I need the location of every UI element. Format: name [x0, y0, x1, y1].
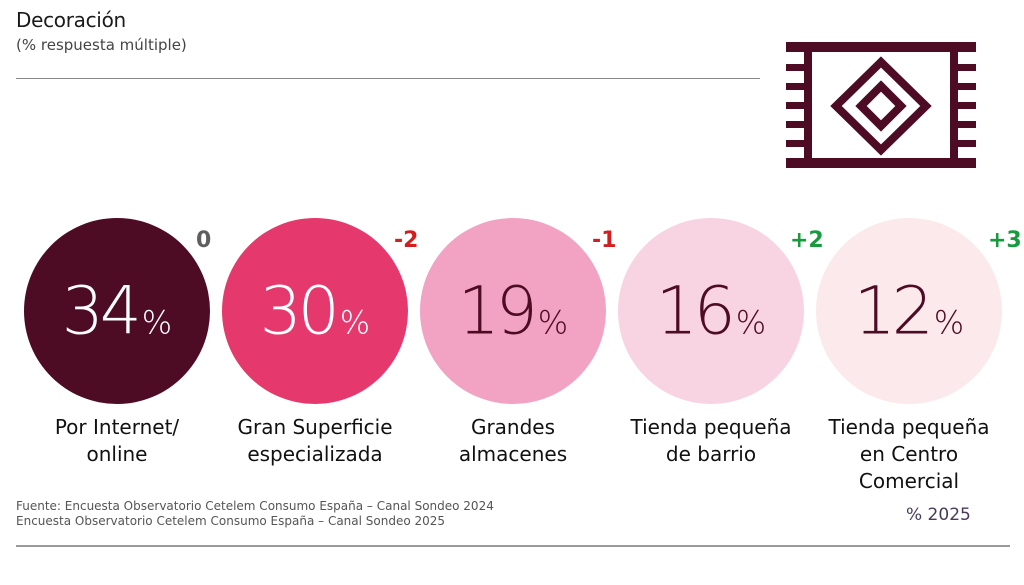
- percent-sign: %: [537, 303, 569, 342]
- category-label-line: Por Internet/: [54, 415, 180, 439]
- rug-icon: [786, 42, 976, 168]
- value-number: 12: [853, 272, 934, 350]
- category-label-line: Tienda pequeña: [630, 415, 792, 439]
- bubble-value: 16%: [618, 273, 804, 350]
- value-bubble: 16%: [618, 218, 804, 404]
- value-number: 19: [457, 272, 538, 350]
- category-label-line: almacenes: [458, 442, 568, 466]
- legend-year: % 2025: [906, 505, 971, 525]
- category-label-line: especializada: [247, 442, 383, 466]
- category-label: Gran Superficie especializada: [215, 414, 415, 468]
- source-line-2024: Fuente: Encuesta Observatorio Cetelem Co…: [16, 499, 494, 513]
- category-label: Tienda pequeña de barrio: [611, 414, 811, 468]
- category-label-line: de barrio: [665, 442, 757, 466]
- value-bubble: 19%: [420, 218, 606, 404]
- value-number: 34: [61, 272, 142, 350]
- percent-sign: %: [339, 303, 371, 342]
- delta-label: 0: [196, 228, 212, 253]
- delta-label: +2: [790, 228, 824, 253]
- value-number: 16: [655, 272, 736, 350]
- category-label-line: Grandes: [470, 415, 556, 439]
- value-bubble: 34%: [24, 218, 210, 404]
- category-label: Grandes almacenes: [413, 414, 613, 468]
- category-label: Tienda pequeña en Centro Comercial: [809, 414, 1009, 495]
- delta-label: -2: [394, 228, 419, 253]
- bubble-value: 34%: [24, 273, 210, 350]
- category-label-line: Gran Superficie: [237, 415, 393, 439]
- percent-sign: %: [141, 303, 173, 342]
- value-bubble: 30%: [222, 218, 408, 404]
- category-label: Por Internet/online: [17, 414, 217, 468]
- category-label-line: en Centro: [859, 442, 959, 466]
- footer-divider: [16, 545, 1010, 547]
- category-label-line: online: [86, 442, 148, 466]
- delta-label: +3: [988, 228, 1022, 253]
- bubble-value: 19%: [420, 273, 606, 350]
- source-line-2025: Encuesta Observatorio Cetelem Consumo Es…: [16, 514, 446, 528]
- bubble-value: 12%: [816, 273, 1002, 350]
- chart-title: Decoración: [16, 8, 126, 32]
- header-divider: [16, 78, 760, 79]
- category-label-line: Comercial: [858, 469, 960, 493]
- percent-sign: %: [933, 303, 965, 342]
- delta-label: -1: [592, 228, 617, 253]
- percent-sign: %: [735, 303, 767, 342]
- value-number: 30: [259, 272, 340, 350]
- bubble-value: 30%: [222, 273, 408, 350]
- chart-subtitle: (% respuesta múltiple): [16, 36, 187, 54]
- value-bubble: 12%: [816, 218, 1002, 404]
- category-label-line: Tienda pequeña: [828, 415, 990, 439]
- source-note: Fuente: Encuesta Observatorio Cetelem Co…: [16, 499, 494, 529]
